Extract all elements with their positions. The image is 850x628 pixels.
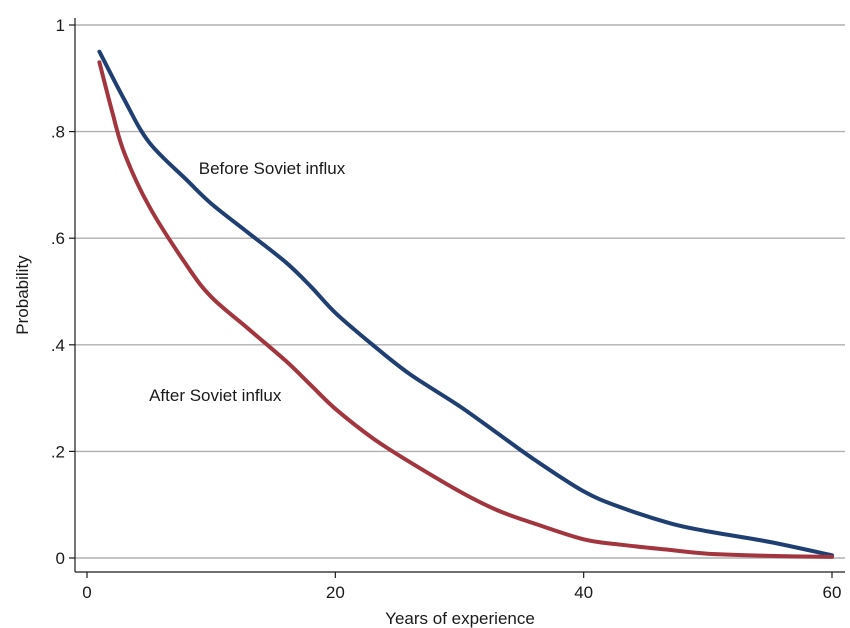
series-annotation: Before Soviet influx: [199, 159, 346, 178]
data-point: [184, 263, 188, 267]
series-annotation: After Soviet influx: [149, 386, 282, 405]
x-ticks: 0 20 40 60: [82, 572, 841, 602]
data-point: [619, 505, 623, 509]
data-point: [333, 407, 337, 411]
data-point: [457, 489, 462, 493]
data-point: [668, 521, 673, 525]
data-point: [582, 537, 586, 541]
data-point: [830, 555, 834, 559]
series-line-1: [97, 60, 834, 559]
data-point: [97, 60, 102, 64]
y-ticks: 0 .2 .4 .6 .8 1: [51, 16, 75, 568]
data-point: [333, 311, 337, 315]
data-point: [284, 260, 288, 264]
data-point: [706, 529, 710, 533]
y-tick-label: 1: [56, 16, 65, 35]
data-point: [768, 540, 772, 544]
data-point: [768, 554, 772, 558]
data-point: [457, 404, 462, 408]
x-axis-title: Years of experience: [385, 609, 535, 628]
data-point: [408, 460, 412, 464]
y-tick-label: .8: [51, 123, 65, 142]
data-point: [308, 383, 313, 387]
grid-lines: [75, 24, 845, 559]
axes: [74, 18, 845, 573]
data-point: [97, 50, 102, 54]
y-axis-title: Probability: [13, 255, 32, 335]
x-tick-label: 40: [574, 583, 593, 602]
y-tick-label: .2: [51, 442, 65, 461]
x-tick-label: 0: [82, 583, 91, 602]
data-point: [308, 284, 313, 288]
data-point: [110, 108, 114, 112]
x-tick-label: 20: [326, 583, 345, 602]
data-point: [668, 548, 673, 552]
data-point: [284, 359, 288, 363]
data-point: [122, 151, 126, 155]
data-point: [147, 140, 151, 144]
data-point: [619, 543, 623, 547]
data-point: [582, 489, 586, 493]
series: [97, 49, 834, 559]
data-point: [495, 431, 499, 435]
data-point: [532, 521, 536, 525]
data-point: [246, 231, 251, 235]
data-point: [209, 201, 213, 206]
data-point: [209, 295, 213, 299]
data-point: [408, 372, 412, 376]
y-tick-label: .6: [51, 229, 65, 248]
series-line-0: [97, 49, 834, 558]
data-point: [370, 343, 375, 347]
y-tick-label: .4: [51, 336, 65, 355]
data-point: [122, 98, 126, 102]
data-point: [147, 204, 151, 208]
data-point: [184, 177, 188, 182]
data-point: [495, 508, 499, 512]
x-tick-label: 60: [823, 583, 842, 602]
data-point: [370, 436, 375, 440]
data-point: [246, 327, 251, 331]
data-point: [532, 457, 536, 461]
data-point: [706, 552, 710, 556]
y-tick-label: 0: [56, 549, 65, 568]
annotations: Before Soviet influx After Soviet influx: [149, 159, 346, 405]
